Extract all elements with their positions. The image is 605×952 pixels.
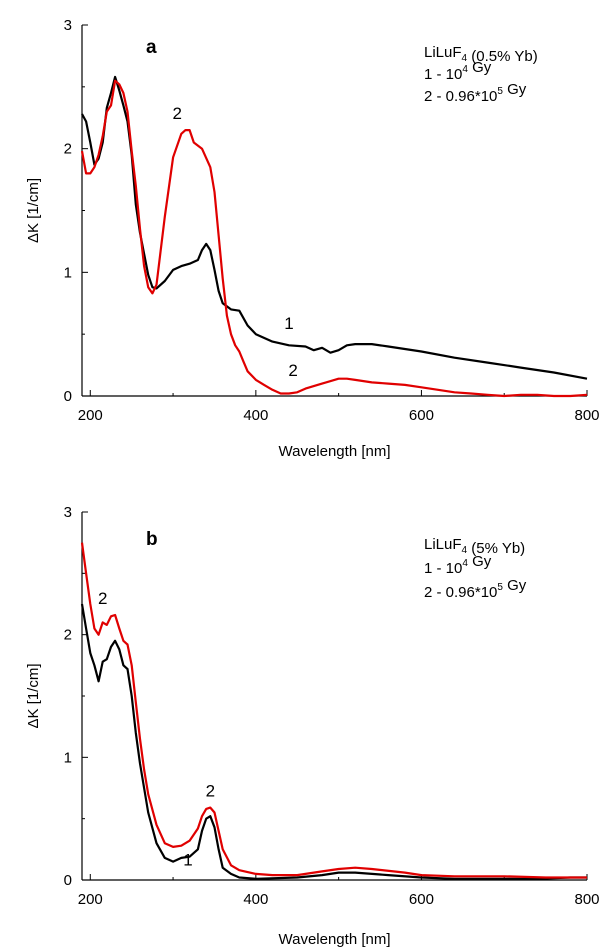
legend-text: Gy bbox=[503, 577, 527, 594]
legend-entry: 2 - 0.96*105 Gy bbox=[424, 81, 527, 105]
legend-text: 2 - 0.96*10 bbox=[424, 584, 497, 601]
legend-entry: 1 - 104 Gy bbox=[424, 59, 492, 83]
curve-label: 2 bbox=[98, 589, 107, 608]
legend-text: 2 - 0.96*10 bbox=[424, 88, 497, 105]
legend-subscript: 4 bbox=[462, 545, 468, 556]
y-tick-label: 2 bbox=[64, 627, 72, 644]
chart-panel-a: 200 400 600 800 0 1 2 3 Wavelength [nm] ΔK [1/cm]… bbox=[25, 17, 600, 460]
legend-text: Gy bbox=[503, 81, 527, 98]
x-axis-label: Wavelength [nm] bbox=[279, 931, 391, 948]
y-axis-label: ΔK [1/cm] bbox=[25, 178, 42, 243]
x-axis-label: Wavelength [nm] bbox=[279, 443, 391, 460]
panel-label: b bbox=[146, 529, 158, 550]
y-tick-label: 3 bbox=[64, 504, 72, 521]
x-tick-label: 400 bbox=[243, 407, 268, 424]
curve-label: 1 bbox=[284, 314, 293, 333]
y-tick-label: 3 bbox=[64, 17, 72, 34]
x-tick-label: 200 bbox=[78, 407, 103, 424]
y-axis-label: ΔK [1/cm] bbox=[25, 663, 42, 728]
x-tick-label: 800 bbox=[574, 891, 599, 908]
y-tick-label: 0 bbox=[64, 388, 72, 405]
legend-entry: 1 - 104 Gy bbox=[424, 553, 492, 577]
legend-superscript: 5 bbox=[497, 86, 503, 97]
chart-panel-b: 200 400 600 800 0 1 2 3 Wavelength [nm] ΔK [1/cm]… bbox=[25, 504, 600, 948]
legend-superscript: 4 bbox=[462, 64, 468, 75]
x-tick-label: 400 bbox=[243, 891, 268, 908]
x-tick-label: 200 bbox=[78, 891, 103, 908]
curve-label: 2 bbox=[172, 104, 181, 123]
legend-superscript: 4 bbox=[462, 558, 468, 569]
series-line-2 bbox=[80, 542, 587, 879]
legend-text: Gy bbox=[468, 59, 492, 76]
legend-text: LiLuF bbox=[424, 44, 462, 61]
curve-label: 1 bbox=[183, 850, 192, 869]
x-tick-label: 600 bbox=[409, 891, 434, 908]
legend-text: 1 - 10 bbox=[424, 66, 462, 83]
x-tick-label: 800 bbox=[574, 407, 599, 424]
y-tick-label: 0 bbox=[64, 872, 72, 889]
y-tick-label: 2 bbox=[64, 141, 72, 158]
legend-subscript: 4 bbox=[462, 53, 468, 64]
panel-label: a bbox=[146, 37, 157, 58]
y-tick-label: 1 bbox=[64, 749, 72, 766]
legend-entry: LiLuF4 (0.5% Yb) bbox=[424, 44, 538, 65]
curve-label: 2 bbox=[288, 361, 297, 380]
series-line-2 bbox=[80, 79, 588, 398]
curve-label: 2 bbox=[206, 782, 215, 801]
legend-superscript: 5 bbox=[497, 582, 503, 593]
series-line-1 bbox=[81, 75, 588, 380]
y-tick-label: 1 bbox=[64, 264, 72, 281]
legend-entry: LiLuF4 (5% Yb) bbox=[424, 536, 525, 557]
legend-text: 1 - 10 bbox=[424, 560, 462, 577]
legend-text: LiLuF bbox=[424, 536, 462, 553]
x-tick-label: 600 bbox=[409, 407, 434, 424]
legend-text: (0.5% Yb) bbox=[467, 48, 538, 65]
series-line-1 bbox=[80, 603, 587, 880]
legend-entry: 2 - 0.96*105 Gy bbox=[424, 577, 527, 601]
legend-text: Gy bbox=[468, 553, 492, 570]
legend-text: (5% Yb) bbox=[467, 540, 525, 557]
